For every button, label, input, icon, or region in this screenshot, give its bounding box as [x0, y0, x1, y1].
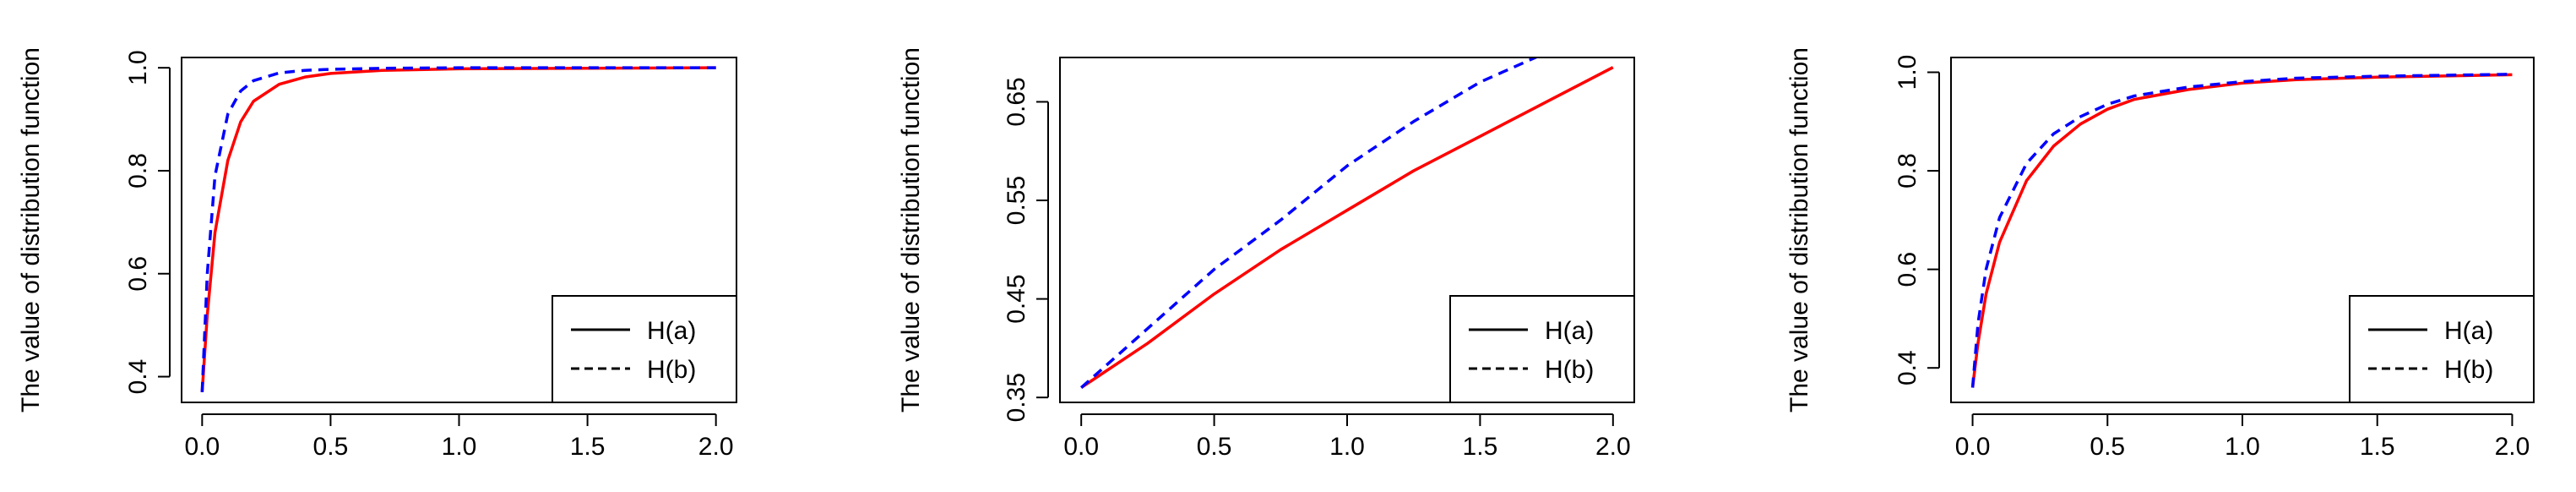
x-tick-label: 2.0 [2495, 433, 2530, 461]
y-tick-label: 1.0 [1894, 55, 1921, 90]
y-tick-label: 1.0 [124, 50, 152, 85]
y-tick-label: 0.35 [1003, 373, 1030, 422]
x-tick-label: 1.5 [1463, 433, 1498, 461]
legend-box [2349, 295, 2535, 403]
y-tick-label: 0.45 [1003, 274, 1030, 323]
x-tick-label: 0.0 [1063, 433, 1099, 461]
chart-panel-2: 0.0 0.5 1.0 1.5 2.0 0.35 0.45 0.55 0.65 The value… [897, 47, 1635, 461]
y-axis-title: The value of distribution function [897, 47, 925, 413]
y-axis-title: The value of distribution function [17, 47, 45, 413]
legend-label-h-b: H(b) [2444, 356, 2493, 384]
legend-box [552, 295, 737, 403]
legend-box [1449, 295, 1635, 403]
legend-label-h-a: H(a) [647, 317, 696, 345]
y-tick-label: 0.8 [124, 153, 152, 189]
x-tick-label: 1.5 [570, 433, 606, 461]
plot-frame [1059, 57, 1635, 403]
series-line-h-b [1080, 57, 1540, 389]
series-line-h-b [200, 66, 716, 392]
legend-label-h-b: H(b) [647, 356, 696, 384]
legend-label-h-a: H(a) [1545, 317, 1594, 345]
x-tick-label: 1.0 [2225, 433, 2260, 461]
series-line-h-a [1080, 66, 1614, 389]
y-tick-label: 0.6 [1894, 252, 1921, 287]
y-tick-label: 0.8 [1894, 153, 1921, 189]
x-tick-label: 0.0 [1955, 433, 1991, 461]
y-axis-title: The value of distribution function [1785, 47, 1813, 413]
x-tick-label: 1.0 [1329, 433, 1365, 461]
series-line-h-b [1970, 73, 2513, 388]
x-tick-label: 2.0 [698, 433, 734, 461]
y-tick-label: 0.65 [1003, 77, 1030, 126]
plot-frame [181, 57, 737, 403]
legend-label-h-a: H(a) [2444, 317, 2493, 345]
y-tick-label: 0.55 [1003, 176, 1030, 225]
y-tick-label: 0.4 [124, 359, 152, 395]
legend-label-h-b: H(b) [1545, 356, 1594, 384]
chart-panel-3: 0.0 0.5 1.0 1.5 2.0 0.4 0.6 0.8 1.0 The value of … [1785, 47, 2535, 461]
x-tick-label: 1.0 [442, 433, 477, 461]
x-tick-label: 0.5 [313, 433, 349, 461]
x-tick-label: 0.5 [1197, 433, 1232, 461]
x-tick-label: 1.5 [2360, 433, 2395, 461]
chart-panel-1: 0.0 0.5 1.0 1.5 2.0 0.4 0.6 0.8 1.0 The value of … [17, 47, 737, 461]
y-tick-label: 0.4 [1894, 350, 1921, 385]
y-tick-label: 0.6 [124, 256, 152, 292]
plot-frame [1950, 57, 2535, 403]
x-tick-label: 2.0 [1595, 433, 1631, 461]
x-tick-label: 0.5 [2090, 433, 2125, 461]
x-tick-label: 0.0 [184, 433, 220, 461]
